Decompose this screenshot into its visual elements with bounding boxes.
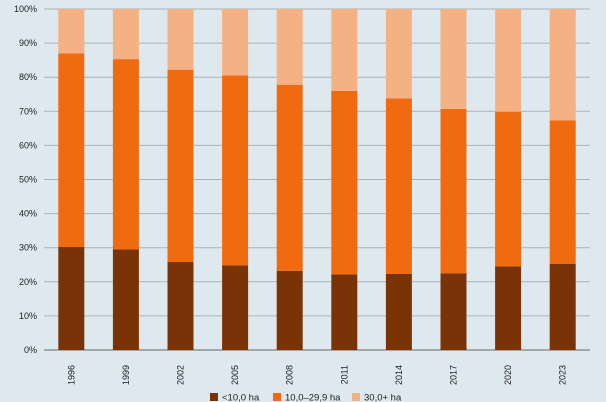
bar-segment bbox=[331, 90, 358, 275]
legend-label: 30,0+ ha bbox=[364, 393, 402, 402]
bar-segment bbox=[549, 9, 576, 121]
bar-segment bbox=[331, 274, 358, 350]
bar-segment bbox=[495, 266, 522, 350]
bar-segment bbox=[58, 9, 85, 54]
x-tick-label: 1996 bbox=[66, 365, 76, 385]
bar-segment bbox=[222, 9, 249, 76]
bar-segment bbox=[495, 9, 522, 112]
bar-segment bbox=[549, 263, 576, 350]
bar-segment bbox=[167, 69, 194, 263]
y-tick-label: 100% bbox=[14, 4, 37, 14]
bar-segment bbox=[222, 75, 249, 266]
bar-segment bbox=[440, 108, 467, 274]
legend-swatch bbox=[210, 393, 218, 401]
bar-segment bbox=[331, 9, 358, 91]
bar-segment bbox=[440, 273, 467, 350]
x-tick-label: 2011 bbox=[339, 365, 349, 384]
legend-swatch bbox=[273, 393, 281, 401]
legend-label: <10,0 ha bbox=[222, 393, 260, 402]
bar-segment bbox=[276, 84, 303, 271]
y-tick-label: 90% bbox=[19, 38, 37, 48]
bar-segment bbox=[276, 270, 303, 350]
y-tick-label: 70% bbox=[19, 106, 37, 116]
bars bbox=[58, 9, 576, 350]
x-tick-label: 2017 bbox=[449, 365, 459, 385]
bar-segment bbox=[58, 53, 85, 248]
x-tick-label: 2008 bbox=[285, 365, 295, 385]
legend-swatch bbox=[352, 393, 360, 401]
bar-segment bbox=[385, 273, 412, 350]
bar-segment bbox=[276, 9, 303, 85]
bar-segment bbox=[112, 9, 139, 60]
y-tick-label: 10% bbox=[19, 311, 37, 321]
bar-segment bbox=[549, 120, 576, 264]
bar-segment bbox=[167, 9, 194, 70]
x-tick-label: 2002 bbox=[176, 365, 186, 385]
x-tick-label: 1999 bbox=[121, 365, 131, 385]
y-tick-label: 80% bbox=[19, 72, 37, 82]
y-tick-label: 60% bbox=[19, 140, 37, 150]
y-tick-label: 0% bbox=[24, 345, 37, 355]
bar-segment bbox=[167, 262, 194, 350]
y-tick-label: 50% bbox=[19, 175, 37, 185]
y-tick-label: 40% bbox=[19, 209, 37, 219]
x-tick-label: 2023 bbox=[558, 365, 568, 385]
x-tick-label: 2005 bbox=[230, 365, 240, 385]
x-axis: 1996 1999 2002 2005 2008 2011 2014 2017 2020 2023 bbox=[66, 365, 567, 385]
y-axis: 0% 10% 20% 30% 40% 50% 60% 70% 80% 90% 100% bbox=[14, 4, 37, 355]
bar-segment bbox=[112, 59, 139, 250]
x-tick-label: 2014 bbox=[394, 365, 404, 385]
bar-segment bbox=[495, 111, 522, 267]
bar-segment bbox=[58, 247, 85, 350]
x-tick-label: 2020 bbox=[503, 365, 513, 385]
bar-segment bbox=[385, 98, 412, 274]
y-tick-label: 30% bbox=[19, 243, 37, 253]
bar-segment bbox=[440, 9, 467, 109]
y-tick-label: 20% bbox=[19, 277, 37, 287]
legend-label: 10,0–29,9 ha bbox=[285, 393, 341, 402]
legend: <10,0 ha 10,0–29,9 ha 30,0+ ha bbox=[210, 393, 402, 402]
bar-segment bbox=[112, 249, 139, 350]
bar-segment bbox=[385, 9, 412, 99]
bar-segment bbox=[222, 265, 249, 350]
